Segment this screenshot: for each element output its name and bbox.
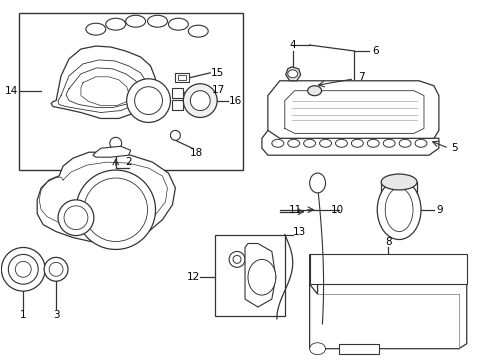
Text: 16: 16 xyxy=(228,96,242,105)
Ellipse shape xyxy=(383,139,395,147)
Text: 2: 2 xyxy=(125,157,132,167)
Ellipse shape xyxy=(190,91,210,111)
Ellipse shape xyxy=(84,178,147,242)
Text: 7: 7 xyxy=(358,72,365,82)
Ellipse shape xyxy=(319,139,332,147)
Ellipse shape xyxy=(135,87,163,114)
Text: 10: 10 xyxy=(331,205,344,215)
Ellipse shape xyxy=(15,261,31,277)
Text: 3: 3 xyxy=(53,310,59,320)
Ellipse shape xyxy=(125,15,146,27)
Ellipse shape xyxy=(106,18,125,30)
Ellipse shape xyxy=(110,137,122,149)
Text: 12: 12 xyxy=(187,272,200,282)
Ellipse shape xyxy=(399,139,411,147)
Ellipse shape xyxy=(272,139,284,147)
Text: 1: 1 xyxy=(20,310,26,320)
Ellipse shape xyxy=(171,130,180,140)
Bar xyxy=(172,100,183,109)
Ellipse shape xyxy=(368,139,379,147)
Bar xyxy=(19,13,243,170)
Polygon shape xyxy=(310,255,467,349)
Ellipse shape xyxy=(147,15,168,27)
Ellipse shape xyxy=(169,18,188,30)
Bar xyxy=(172,88,183,98)
Text: 8: 8 xyxy=(385,237,392,247)
Ellipse shape xyxy=(1,247,45,291)
Ellipse shape xyxy=(385,188,413,231)
Ellipse shape xyxy=(415,139,427,147)
Bar xyxy=(215,235,285,316)
Polygon shape xyxy=(93,146,131,157)
Text: 13: 13 xyxy=(293,226,306,237)
Ellipse shape xyxy=(248,260,276,295)
Ellipse shape xyxy=(58,200,94,235)
Ellipse shape xyxy=(64,206,88,230)
Text: 4: 4 xyxy=(290,40,296,50)
Ellipse shape xyxy=(86,23,106,35)
Text: 11: 11 xyxy=(289,205,302,215)
Text: 6: 6 xyxy=(372,46,379,56)
Ellipse shape xyxy=(188,25,208,37)
Ellipse shape xyxy=(127,79,171,122)
Ellipse shape xyxy=(288,139,300,147)
Text: 5: 5 xyxy=(451,143,458,153)
Bar xyxy=(175,73,189,82)
Ellipse shape xyxy=(44,257,68,281)
Polygon shape xyxy=(310,255,467,284)
Ellipse shape xyxy=(381,174,417,190)
Ellipse shape xyxy=(288,70,298,78)
Ellipse shape xyxy=(233,255,241,264)
Ellipse shape xyxy=(336,139,347,147)
Text: 15: 15 xyxy=(211,68,224,78)
Ellipse shape xyxy=(76,170,155,249)
Polygon shape xyxy=(286,67,301,81)
Polygon shape xyxy=(268,81,439,138)
Ellipse shape xyxy=(8,255,38,284)
Ellipse shape xyxy=(377,180,421,239)
Ellipse shape xyxy=(310,173,325,193)
Text: 14: 14 xyxy=(5,86,18,96)
Ellipse shape xyxy=(183,84,217,117)
Polygon shape xyxy=(245,243,276,307)
Ellipse shape xyxy=(304,139,316,147)
Ellipse shape xyxy=(310,343,325,355)
Ellipse shape xyxy=(308,86,321,96)
Text: 9: 9 xyxy=(437,205,443,215)
Ellipse shape xyxy=(351,139,363,147)
Polygon shape xyxy=(37,152,175,243)
Polygon shape xyxy=(262,130,439,155)
Ellipse shape xyxy=(49,262,63,276)
Ellipse shape xyxy=(229,251,245,267)
Bar xyxy=(178,75,186,80)
Text: 18: 18 xyxy=(190,148,203,158)
Text: 17: 17 xyxy=(212,85,225,95)
Polygon shape xyxy=(51,46,155,118)
Polygon shape xyxy=(340,344,379,354)
